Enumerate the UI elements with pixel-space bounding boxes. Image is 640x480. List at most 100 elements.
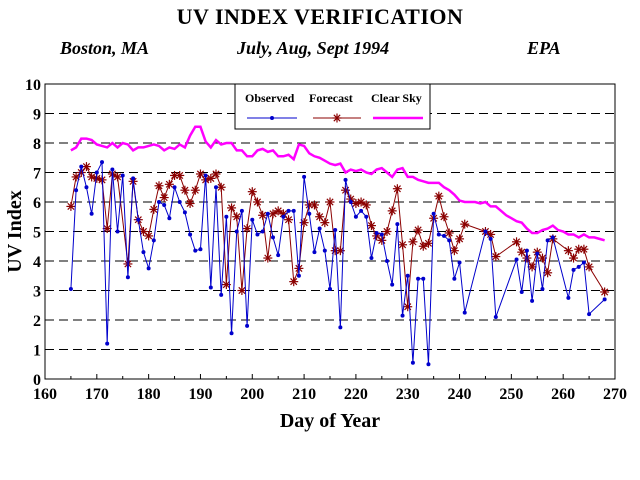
data-point-observed xyxy=(322,248,327,253)
y-tick-label: 0 xyxy=(33,372,41,389)
data-point-observed xyxy=(493,315,498,320)
data-point-observed xyxy=(74,188,79,193)
data-point-observed xyxy=(234,229,239,234)
data-point-forecast xyxy=(600,287,610,297)
legend-sample-observed-marker xyxy=(270,116,274,120)
data-point-forecast xyxy=(418,241,428,251)
x-tick-label: 170 xyxy=(85,386,109,403)
x-tick-label: 250 xyxy=(499,386,523,403)
asterisk-stroke xyxy=(528,263,536,271)
data-point-forecast xyxy=(170,170,180,180)
asterisk-stroke xyxy=(455,235,464,243)
data-point-observed xyxy=(374,230,379,235)
asterisk-stroke xyxy=(191,186,199,194)
data-point-observed xyxy=(167,216,172,221)
x-tick-label: 240 xyxy=(448,386,472,403)
data-point-observed xyxy=(348,200,353,204)
data-point-observed xyxy=(281,214,286,219)
asterisk-stroke xyxy=(398,241,407,249)
data-point-observed xyxy=(369,256,374,261)
asterisk-stroke xyxy=(124,260,132,268)
data-point-observed xyxy=(296,273,301,278)
data-point-observed xyxy=(219,292,224,297)
data-point-observed xyxy=(172,185,177,190)
asterisk-stroke xyxy=(388,207,396,215)
legend-samples xyxy=(247,113,423,123)
asterisk-stroke xyxy=(243,224,251,233)
asterisk-stroke xyxy=(518,248,526,256)
data-point-observed xyxy=(312,250,317,255)
asterisk-stroke xyxy=(440,213,448,221)
asterisk-stroke xyxy=(67,202,75,211)
data-point-forecast xyxy=(123,259,133,269)
data-point-forecast xyxy=(195,169,205,179)
data-point-observed xyxy=(89,211,94,216)
data-point-forecast xyxy=(211,169,221,179)
data-point-observed xyxy=(442,233,446,238)
data-point-observed xyxy=(530,298,535,303)
x-tick-label: 260 xyxy=(551,386,575,403)
series-line-clear-sky xyxy=(70,125,605,242)
asterisk-stroke xyxy=(113,173,122,181)
data-point-observed xyxy=(431,211,436,216)
asterisk-stroke xyxy=(336,247,344,255)
data-point-observed xyxy=(395,222,400,227)
asterisk-stroke xyxy=(310,201,319,209)
asterisk-stroke xyxy=(274,207,282,215)
asterisk-stroke xyxy=(450,247,458,255)
data-point-observed xyxy=(182,210,187,215)
chart-subtitle-period: July, Aug, Sept 1994 xyxy=(237,38,390,58)
asterisk-stroke xyxy=(176,171,184,180)
data-point-observed xyxy=(214,185,218,190)
asterisk-stroke xyxy=(585,263,593,271)
y-tick-label: 5 xyxy=(33,225,41,242)
data-point-observed xyxy=(405,273,410,278)
data-point-observed xyxy=(188,232,193,237)
data-point-forecast xyxy=(284,215,294,225)
data-point-observed xyxy=(364,214,369,219)
asterisk-stroke xyxy=(367,221,376,230)
asterisk-stroke xyxy=(414,226,422,234)
data-point-forecast xyxy=(569,253,579,263)
data-point-observed xyxy=(239,208,244,213)
data-point-forecast xyxy=(232,212,242,222)
asterisk-stroke xyxy=(357,198,365,206)
data-point-observed xyxy=(229,331,234,336)
asterisk-stroke xyxy=(435,192,443,200)
data-point-observed xyxy=(524,248,529,253)
data-point-forecast xyxy=(258,210,268,220)
asterisk-stroke xyxy=(253,198,262,206)
data-point-forecast xyxy=(579,244,589,254)
data-point-observed xyxy=(302,174,307,179)
data-point-forecast xyxy=(387,206,397,216)
asterisk-stroke xyxy=(419,242,427,250)
series-line-observed xyxy=(70,161,605,365)
data-point-forecast xyxy=(423,238,433,248)
data-point-observed xyxy=(514,257,519,262)
x-tick-label: 180 xyxy=(137,386,161,403)
asterisk-stroke xyxy=(82,162,91,171)
data-point-observed xyxy=(576,264,581,269)
asterisk-stroke xyxy=(290,278,298,286)
y-tick-label: 4 xyxy=(33,254,41,271)
asterisk-stroke xyxy=(170,171,179,180)
data-point-observed xyxy=(410,360,415,365)
data-point-observed xyxy=(328,287,332,292)
asterisk-stroke xyxy=(378,236,386,244)
legend-label-clear-sky: Clear Sky xyxy=(371,91,422,105)
data-point-forecast xyxy=(439,212,449,222)
asterisk-stroke xyxy=(326,198,334,206)
data-point-observed xyxy=(286,208,291,213)
y-axis-label: UV Index xyxy=(4,190,26,272)
data-point-observed xyxy=(307,211,312,216)
data-point-observed xyxy=(136,217,141,222)
data-point-forecast xyxy=(377,235,387,245)
data-point-forecast xyxy=(289,277,299,287)
data-point-forecast xyxy=(97,175,107,185)
asterisk-stroke xyxy=(569,254,578,262)
data-point-forecast xyxy=(434,191,444,201)
asterisk-stroke xyxy=(544,269,552,277)
asterisk-stroke xyxy=(564,247,572,255)
